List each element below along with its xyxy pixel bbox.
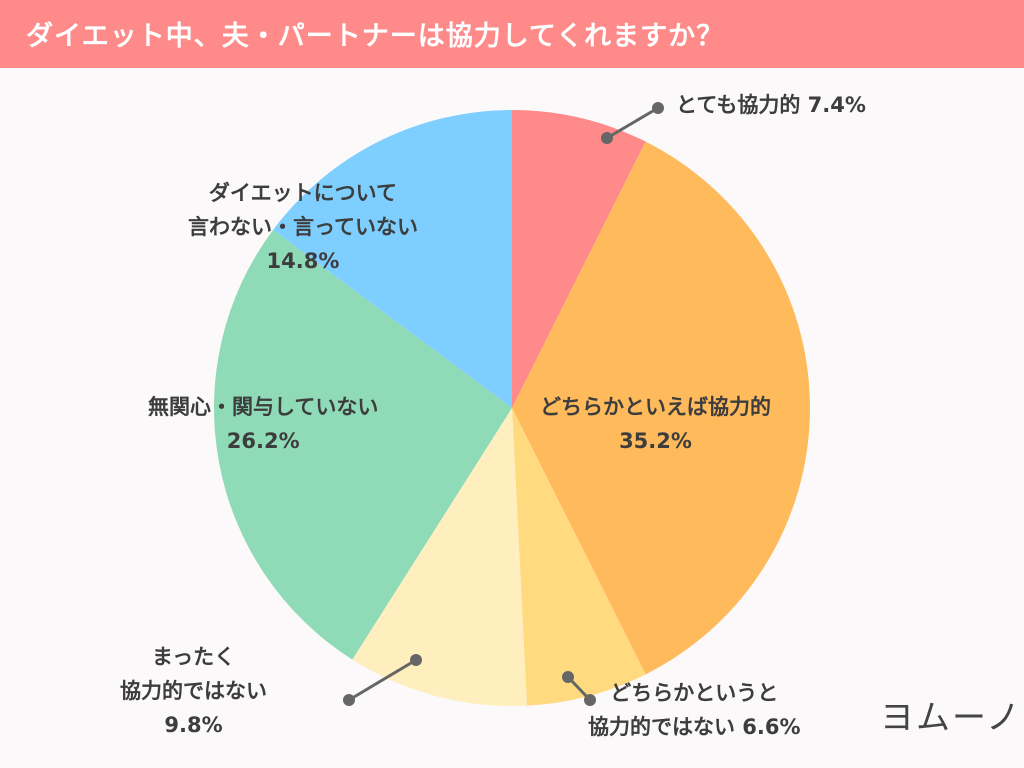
pie-slice-4 — [213, 229, 512, 660]
leader-dot — [584, 694, 596, 706]
title-bar: ダイエット中、夫・パートナーは協力してくれますか？ — [0, 0, 1024, 68]
leader-line-2 — [348, 658, 417, 702]
pie-slice-5 — [273, 110, 512, 408]
leader-dot — [343, 694, 355, 706]
slice-label-0: とても協力的 7.4% — [676, 88, 866, 122]
pie-slice-3 — [352, 408, 527, 706]
chart-title: ダイエット中、夫・パートナーは協力してくれますか？ — [26, 21, 725, 52]
slice-label-line: ダイエットについて — [208, 181, 398, 205]
slice-label-line: 協力的ではない 6.6% — [588, 715, 801, 739]
pie-slice-0 — [512, 110, 646, 408]
slice-label-1: どちらかといえば協力的 35.2% — [540, 390, 771, 458]
slice-label-line: まったく — [151, 645, 236, 669]
slice-label-4: 無関心・関与していない 26.2% — [148, 390, 378, 458]
yomuno-logo: ヨムーノ — [880, 698, 1022, 738]
slice-label-line: とても協力的 7.4% — [676, 93, 866, 117]
slice-label-5: ダイエットについて 言わない・言っていない 14.8% — [188, 176, 418, 278]
slice-label-2: どちらかというと 協力的ではない 6.6% — [588, 676, 801, 744]
leader-dot — [562, 671, 574, 683]
slice-label-line: 言わない・言っていない — [188, 215, 418, 239]
slice-label-line: 9.8% — [164, 713, 223, 737]
slice-label-line: 35.2% — [619, 429, 692, 453]
leader-dot — [601, 132, 613, 144]
leader-line-0 — [606, 106, 659, 140]
slice-label-3: まったく協力的ではない 9.8% — [120, 640, 267, 742]
slice-label-line: 協力的ではない — [120, 679, 267, 703]
pie-slice-2 — [512, 408, 646, 706]
pie-slice-1 — [512, 141, 811, 675]
slice-label-line: どちらかというと — [610, 681, 779, 705]
leader-dot — [410, 654, 422, 666]
slice-label-line: 無関心・関与していない — [148, 395, 379, 419]
slice-label-line: どちらかといえば協力的 — [540, 395, 771, 419]
slice-label-line: 14.8% — [266, 249, 340, 273]
leader-dot — [652, 102, 664, 114]
slice-label-line: 26.2% — [226, 429, 300, 453]
